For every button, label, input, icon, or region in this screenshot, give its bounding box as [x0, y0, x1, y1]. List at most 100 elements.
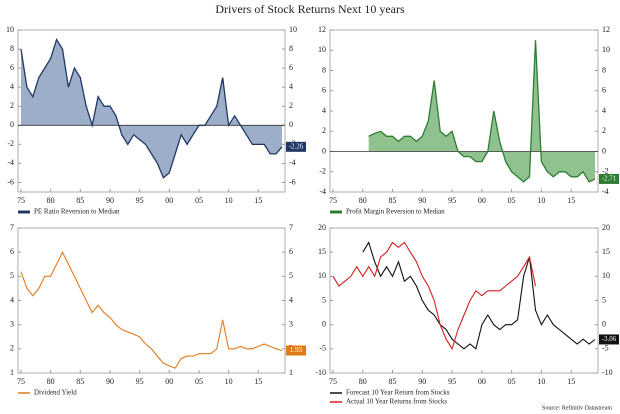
x-tick-label: 00 — [478, 377, 486, 386]
chart-title: Drivers of Stock Returns Next 10 years — [215, 2, 405, 16]
legend-label: Profit Margin Reversion to Median — [346, 208, 445, 216]
y2-tick-label: -10 — [602, 368, 613, 377]
y-tick-label: 0 — [10, 120, 14, 129]
y-tick-label: 10 — [318, 271, 326, 280]
y-tick-label: 1 — [10, 368, 14, 377]
x-tick-label: 90 — [106, 196, 114, 205]
x-tick-label: 95 — [448, 196, 456, 205]
y-tick-label: 10 — [318, 45, 326, 54]
x-tick-label: 95 — [448, 377, 456, 386]
end-label: -2.26 — [289, 142, 304, 150]
y2-tick-label: 2 — [602, 126, 606, 135]
end-label: -3.06 — [602, 335, 617, 343]
y-tick-label: 3 — [10, 319, 14, 328]
plot-frame — [17, 29, 286, 193]
x-tick-label: 90 — [418, 196, 426, 205]
source: Source: Refinitiv Datastream — [542, 404, 612, 411]
y-tick-label: -6 — [7, 177, 14, 186]
plot-frame — [17, 227, 286, 374]
x-tick-label: 80 — [47, 377, 55, 386]
plot-frame — [329, 227, 599, 374]
x-tick-label: 05 — [195, 377, 203, 386]
y2-tick-label: 0 — [602, 146, 606, 155]
x-tick-label: 95 — [136, 196, 144, 205]
y-tick-label: 0 — [322, 319, 326, 328]
x-tick-label: 75 — [329, 196, 337, 205]
x-tick-label: 85 — [389, 196, 397, 205]
x-tick-label: 10 — [537, 196, 545, 205]
x-tick-label: 00 — [165, 196, 173, 205]
x-tick-label: 05 — [508, 196, 516, 205]
y-tick-label: -4 — [7, 158, 14, 167]
y2-tick-label: 4 — [289, 295, 293, 304]
x-tick-label: 00 — [165, 377, 173, 386]
y2-tick-label: 8 — [602, 65, 606, 74]
x-tick-label: 75 — [17, 196, 25, 205]
y-tick-label: 12 — [318, 25, 326, 34]
y-tick-label: 6 — [322, 86, 326, 95]
y2-tick-label: 4 — [602, 106, 606, 115]
x-tick-label: 10 — [225, 377, 233, 386]
end-label-box — [286, 141, 306, 152]
x-tick-label: 90 — [418, 377, 426, 386]
x-tick-label: 80 — [359, 377, 367, 386]
x-tick-label: 15 — [254, 196, 262, 205]
y2-tick-label: 2 — [289, 101, 293, 110]
line — [362, 241, 596, 350]
y2-tick-label: 6 — [289, 247, 293, 256]
x-tick-label: 15 — [567, 196, 575, 205]
y-tick-label: 6 — [10, 63, 14, 72]
area-fill — [368, 40, 595, 182]
y2-tick-label: 20 — [602, 223, 610, 232]
y-tick-label: 20 — [318, 223, 326, 232]
end-label-box — [599, 173, 619, 184]
line — [20, 37, 283, 179]
y-tick-label: -2 — [319, 167, 326, 176]
y2-tick-label: 5 — [289, 271, 293, 280]
end-label: 1.93 — [290, 346, 303, 354]
y2-tick-label: -6 — [289, 177, 296, 186]
y2-tick-label: 0 — [289, 120, 293, 129]
line — [368, 40, 596, 183]
y-tick-label: 10 — [6, 25, 14, 34]
y2-tick-label: -2 — [602, 167, 609, 176]
line — [332, 241, 537, 351]
x-tick-label: 05 — [195, 196, 203, 205]
y-tick-label: 5 — [10, 271, 14, 280]
x-tick-label: 75 — [329, 377, 337, 386]
x-tick-label: 85 — [76, 196, 84, 205]
legend-label: Dividend Yield — [34, 389, 77, 397]
x-tick-label: 15 — [254, 377, 262, 386]
y2-tick-label: 4 — [289, 82, 293, 91]
x-tick-label: 10 — [537, 377, 545, 386]
y-tick-label: 5 — [322, 295, 326, 304]
y-tick-label: -2 — [7, 139, 14, 148]
x-tick-label: 85 — [76, 377, 84, 386]
y-tick-label: 6 — [10, 247, 14, 256]
area-fill — [21, 39, 282, 178]
x-tick-label: 80 — [359, 196, 367, 205]
x-tick-label: 95 — [136, 377, 144, 386]
y2-tick-label: -4 — [602, 187, 609, 196]
y2-tick-label: 10 — [602, 271, 610, 280]
x-tick-label: 90 — [106, 377, 114, 386]
line — [20, 250, 283, 369]
y2-tick-label: -4 — [289, 158, 296, 167]
end-label: -2.71 — [602, 175, 617, 183]
x-tick-label: 85 — [389, 377, 397, 386]
y-tick-label: 4 — [322, 106, 326, 115]
y2-tick-label: 5 — [602, 295, 606, 304]
y-tick-label: 15 — [318, 247, 326, 256]
x-tick-label: 80 — [47, 196, 55, 205]
y2-tick-label: 12 — [602, 25, 610, 34]
y-tick-label: 4 — [10, 295, 14, 304]
y2-tick-label: 10 — [602, 45, 610, 54]
y2-tick-label: 7 — [289, 223, 293, 232]
y2-tick-label: 15 — [602, 247, 610, 256]
legend-label: Forecast 10 Year Return from Stocks — [346, 389, 450, 397]
y-tick-label: 2 — [10, 344, 14, 353]
y-tick-label: -5 — [319, 344, 326, 353]
y2-tick-label: 8 — [289, 44, 293, 53]
